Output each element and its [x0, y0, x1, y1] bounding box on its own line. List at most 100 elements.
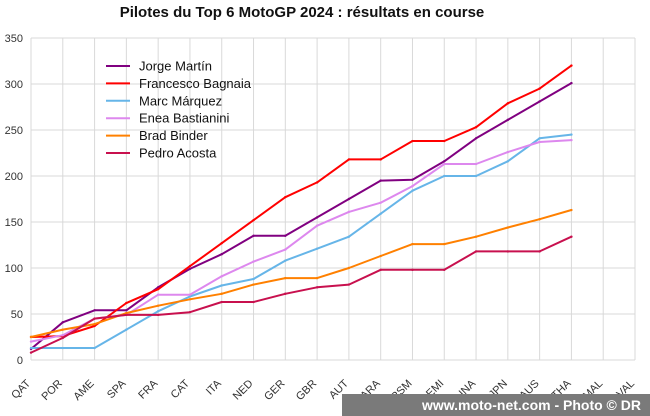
data-point: [411, 139, 414, 143]
data-point: [284, 248, 287, 251]
data-point: [125, 301, 128, 305]
credit-banner: www.moto-net.com - Photo © DR: [342, 394, 650, 416]
data-point: [220, 241, 223, 245]
data-point: [252, 218, 255, 222]
data-point: [379, 201, 382, 204]
data-point: [188, 267, 192, 271]
data-point: [188, 293, 192, 296]
y-tick-label: 50: [11, 309, 23, 321]
data-point: [220, 284, 223, 287]
photo-credit: www.moto-net.com - Photo © DR: [421, 397, 641, 413]
data-point: [443, 160, 446, 163]
data-point: [474, 174, 478, 178]
data-point: [125, 313, 128, 317]
chart-title: Pilotes du Top 6 MotoGP 2024 : résultats…: [120, 4, 485, 21]
data-point: [315, 286, 319, 289]
data-point: [315, 216, 319, 219]
series-line-5: [30, 235, 572, 354]
legend-label: Brad Binder: [139, 128, 208, 143]
data-point: [538, 250, 541, 253]
data-point: [125, 328, 128, 331]
series-line-0: [30, 82, 572, 350]
data-point: [315, 247, 319, 250]
data-point: [93, 317, 96, 320]
data-point: [29, 346, 33, 350]
data-point: [379, 212, 382, 215]
data-point: [252, 300, 255, 304]
data-point: [379, 158, 382, 161]
data-point: [188, 298, 192, 301]
y-tick-label: 100: [5, 263, 23, 275]
data-point: [156, 304, 160, 307]
data-point: [93, 309, 96, 312]
data-point: [188, 295, 192, 298]
data-point: [220, 253, 223, 256]
y-tick-label: 300: [5, 79, 23, 91]
data-point: [411, 242, 414, 246]
data-point: [61, 346, 64, 350]
data-point: [61, 321, 64, 324]
data-point: [93, 324, 96, 328]
data-point: [29, 351, 33, 354]
y-axis-ticks: 0 50 100 150 200 250 300 350: [5, 33, 23, 367]
data-point: [29, 340, 33, 343]
y-tick-label: 250: [5, 125, 23, 137]
y-tick-label: 200: [5, 171, 23, 183]
data-point: [411, 268, 414, 272]
data-point: [570, 133, 573, 136]
data-point: [347, 235, 351, 238]
data-point: [474, 137, 478, 140]
data-point: [252, 234, 255, 237]
data-point: [538, 137, 541, 140]
data-point: [538, 140, 541, 144]
data-point: [379, 268, 382, 272]
data-point: [315, 224, 319, 227]
data-point: [252, 277, 255, 281]
data-point: [284, 234, 287, 237]
data-point: [474, 162, 478, 166]
data-point: [347, 266, 351, 270]
data-point: [252, 260, 255, 263]
data-point: [538, 218, 541, 221]
data-point: [443, 242, 446, 246]
data-point: [411, 178, 414, 181]
data-point: [506, 102, 510, 105]
legend-label: Jorge Martín: [139, 59, 212, 74]
data-point: [570, 138, 573, 142]
data-point: [156, 287, 160, 291]
data-point: [411, 189, 414, 192]
data-point: [252, 283, 255, 286]
series-line-2: [31, 133, 572, 349]
data-point: [220, 300, 223, 304]
data-point: [443, 139, 446, 143]
data-point: [506, 118, 510, 122]
data-point: [125, 309, 128, 312]
data-point: [474, 126, 478, 129]
series-lines: [29, 64, 573, 354]
series-line-1: [30, 64, 572, 338]
data-point: [443, 174, 446, 178]
data-point: [188, 264, 192, 268]
data-point: [474, 250, 478, 253]
data-point: [284, 276, 287, 280]
data-point: [61, 333, 64, 337]
gridlines: [30, 37, 636, 361]
data-point: [93, 346, 96, 350]
data-point: [570, 208, 573, 212]
data-point: [538, 100, 541, 103]
legend-label: Francesco Bagnaia: [139, 76, 252, 91]
data-point: [284, 292, 287, 295]
data-point: [315, 276, 319, 280]
data-point: [93, 322, 96, 326]
y-tick-label: 150: [5, 217, 23, 229]
data-point: [284, 195, 287, 199]
data-point: [61, 328, 64, 331]
data-point: [506, 250, 510, 253]
data-point: [188, 310, 192, 314]
data-point: [443, 268, 446, 272]
data-point: [411, 184, 414, 188]
legend-label: Marc Márquez: [139, 93, 222, 108]
data-point: [61, 336, 64, 340]
